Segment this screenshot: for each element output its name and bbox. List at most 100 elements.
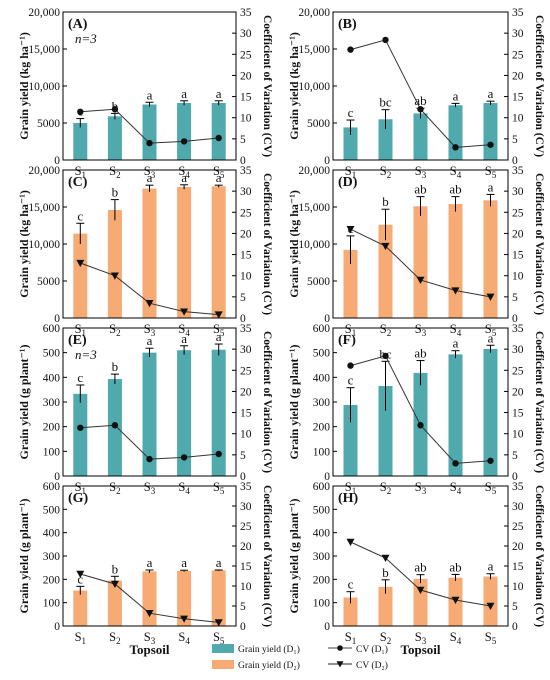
cv-point bbox=[214, 311, 223, 319]
y2-tick-label: 10 bbox=[512, 581, 524, 593]
y-tick-label: 200 bbox=[313, 422, 331, 434]
bar-s2 bbox=[378, 385, 393, 476]
panel-d: 0500010,00015,00020,00005101520253035cba… bbox=[287, 165, 545, 338]
y2-tick-label: 0 bbox=[512, 155, 518, 167]
cv-point bbox=[110, 272, 119, 280]
legend-marker bbox=[336, 661, 344, 668]
y-tick-label: 300 bbox=[43, 551, 61, 563]
y-tick-label: 10,000 bbox=[28, 81, 60, 93]
y-tick-label: 20,000 bbox=[28, 165, 60, 177]
y-tick-label: 400 bbox=[43, 528, 61, 540]
y-tick-label: 100 bbox=[43, 446, 61, 458]
panel-h: 0 100 200 300 400 500 600 0 5 10 15 20 25 30 35 c b ab ab a… bbox=[287, 481, 545, 657]
significance-letter: b bbox=[112, 98, 119, 113]
panel-g: 0 100 200 300 400 500 600 0 5 10 15 20 25 30 35 c b a a a S1… bbox=[17, 481, 273, 657]
x-tick-label: S3 bbox=[144, 630, 156, 646]
y2-tick-label: 30 bbox=[512, 501, 524, 513]
y-axis-title: Grain yield (kg ha⁻¹) bbox=[287, 32, 301, 140]
cv-point bbox=[417, 106, 424, 113]
cv-point bbox=[111, 106, 119, 113]
cv-point bbox=[180, 138, 188, 145]
significance-letter: b bbox=[382, 194, 389, 209]
significance-letter: a bbox=[216, 555, 222, 570]
significance-letter: a bbox=[216, 329, 222, 344]
significance-letter: ab bbox=[449, 182, 461, 197]
y2-axis-title: Coefficient of Variation (CV) bbox=[533, 173, 545, 315]
cv-point bbox=[346, 538, 355, 546]
y-tick-label: 300 bbox=[313, 551, 331, 563]
y-tick-label: 15,000 bbox=[298, 202, 330, 214]
significance-letter: a bbox=[181, 170, 187, 185]
cv-point bbox=[180, 308, 189, 316]
cv-point bbox=[146, 139, 153, 147]
significance-letter: b bbox=[382, 565, 389, 580]
y-tick-label: 600 bbox=[313, 323, 331, 335]
y2-tick-label: 20 bbox=[512, 228, 524, 240]
y-tick-label: 100 bbox=[313, 446, 331, 458]
cv-point bbox=[146, 455, 153, 463]
y-axis-title: Grain yield (g plant⁻¹) bbox=[287, 499, 301, 614]
y-tick-label: 10,000 bbox=[298, 239, 330, 251]
x-tick-label: S4 bbox=[450, 164, 462, 180]
significance-letter: a bbox=[181, 331, 187, 346]
cv-point bbox=[451, 596, 460, 604]
significance-letter: bc bbox=[379, 95, 392, 110]
y2-tick-label: 35 bbox=[512, 7, 524, 19]
y2-tick-label: 20 bbox=[240, 386, 252, 398]
y-tick-label: 400 bbox=[313, 528, 331, 540]
x-tick-label: S2 bbox=[109, 164, 120, 180]
bar-s1 bbox=[73, 393, 88, 476]
plot-frame bbox=[332, 485, 509, 627]
y-axis-title: Grain yield (kg ha⁻¹) bbox=[287, 190, 301, 298]
y2-axis-title: Coefficient of Variation (CV) bbox=[261, 173, 273, 315]
y2-tick-label: 10 bbox=[240, 113, 252, 125]
bar-s3 bbox=[142, 188, 157, 318]
panel-label: (C) bbox=[68, 175, 88, 190]
plot-frame bbox=[62, 327, 237, 477]
y2-tick-label: 25 bbox=[512, 49, 524, 61]
bar-s2 bbox=[107, 580, 122, 626]
y2-tick-label: 20 bbox=[512, 541, 524, 553]
significance-letter: a bbox=[488, 179, 494, 194]
legend-item: CV (D₂) bbox=[328, 660, 388, 671]
cv-point bbox=[451, 287, 460, 295]
bar-s4 bbox=[177, 570, 192, 626]
y2-tick-label: 0 bbox=[240, 621, 246, 633]
significance-letter: ab bbox=[414, 93, 426, 108]
y2-tick-label: 30 bbox=[512, 344, 524, 356]
bar-s5 bbox=[211, 349, 226, 476]
legend-item: Grain yield (D₁) bbox=[212, 644, 300, 655]
cv-point bbox=[416, 586, 425, 594]
significance-letter: a bbox=[488, 330, 494, 345]
y2-tick-label: 30 bbox=[240, 28, 252, 40]
y-tick-label: 5000 bbox=[37, 276, 60, 288]
y2-tick-label: 15 bbox=[512, 561, 524, 573]
bar-s4 bbox=[177, 103, 192, 160]
x-tick-label: S4 bbox=[178, 164, 190, 180]
legend-item: Grain yield (D₂) bbox=[212, 660, 300, 671]
cv-point bbox=[110, 580, 119, 588]
bar-s1 bbox=[343, 249, 358, 318]
y2-tick-label: 5 bbox=[240, 601, 246, 613]
x-tick-label: S3 bbox=[415, 480, 427, 496]
x-axis-title: Topsoil bbox=[401, 642, 441, 657]
x-tick-label: S4 bbox=[450, 480, 462, 496]
cv-point bbox=[346, 226, 355, 234]
cv-point bbox=[347, 46, 354, 53]
y2-tick-label: 15 bbox=[512, 408, 524, 420]
y2-tick-label: 25 bbox=[512, 521, 524, 533]
y-axis-title: Grain yield (kg ha⁻¹) bbox=[17, 190, 31, 298]
bar-s5 bbox=[483, 200, 498, 318]
cv-point bbox=[382, 352, 389, 360]
legend-label: CV (D₂) bbox=[356, 660, 388, 671]
cv-point bbox=[214, 619, 223, 627]
y-tick-label: 5000 bbox=[307, 276, 330, 288]
cv-point bbox=[417, 422, 424, 429]
y2-tick-label: 15 bbox=[240, 408, 252, 420]
x-tick-label: S2 bbox=[380, 630, 391, 646]
cv-point bbox=[381, 242, 390, 251]
cv-point bbox=[76, 570, 85, 578]
x-tick-label: S2 bbox=[109, 480, 120, 496]
y-tick-label: 0 bbox=[324, 155, 330, 167]
cv-point bbox=[486, 602, 495, 610]
